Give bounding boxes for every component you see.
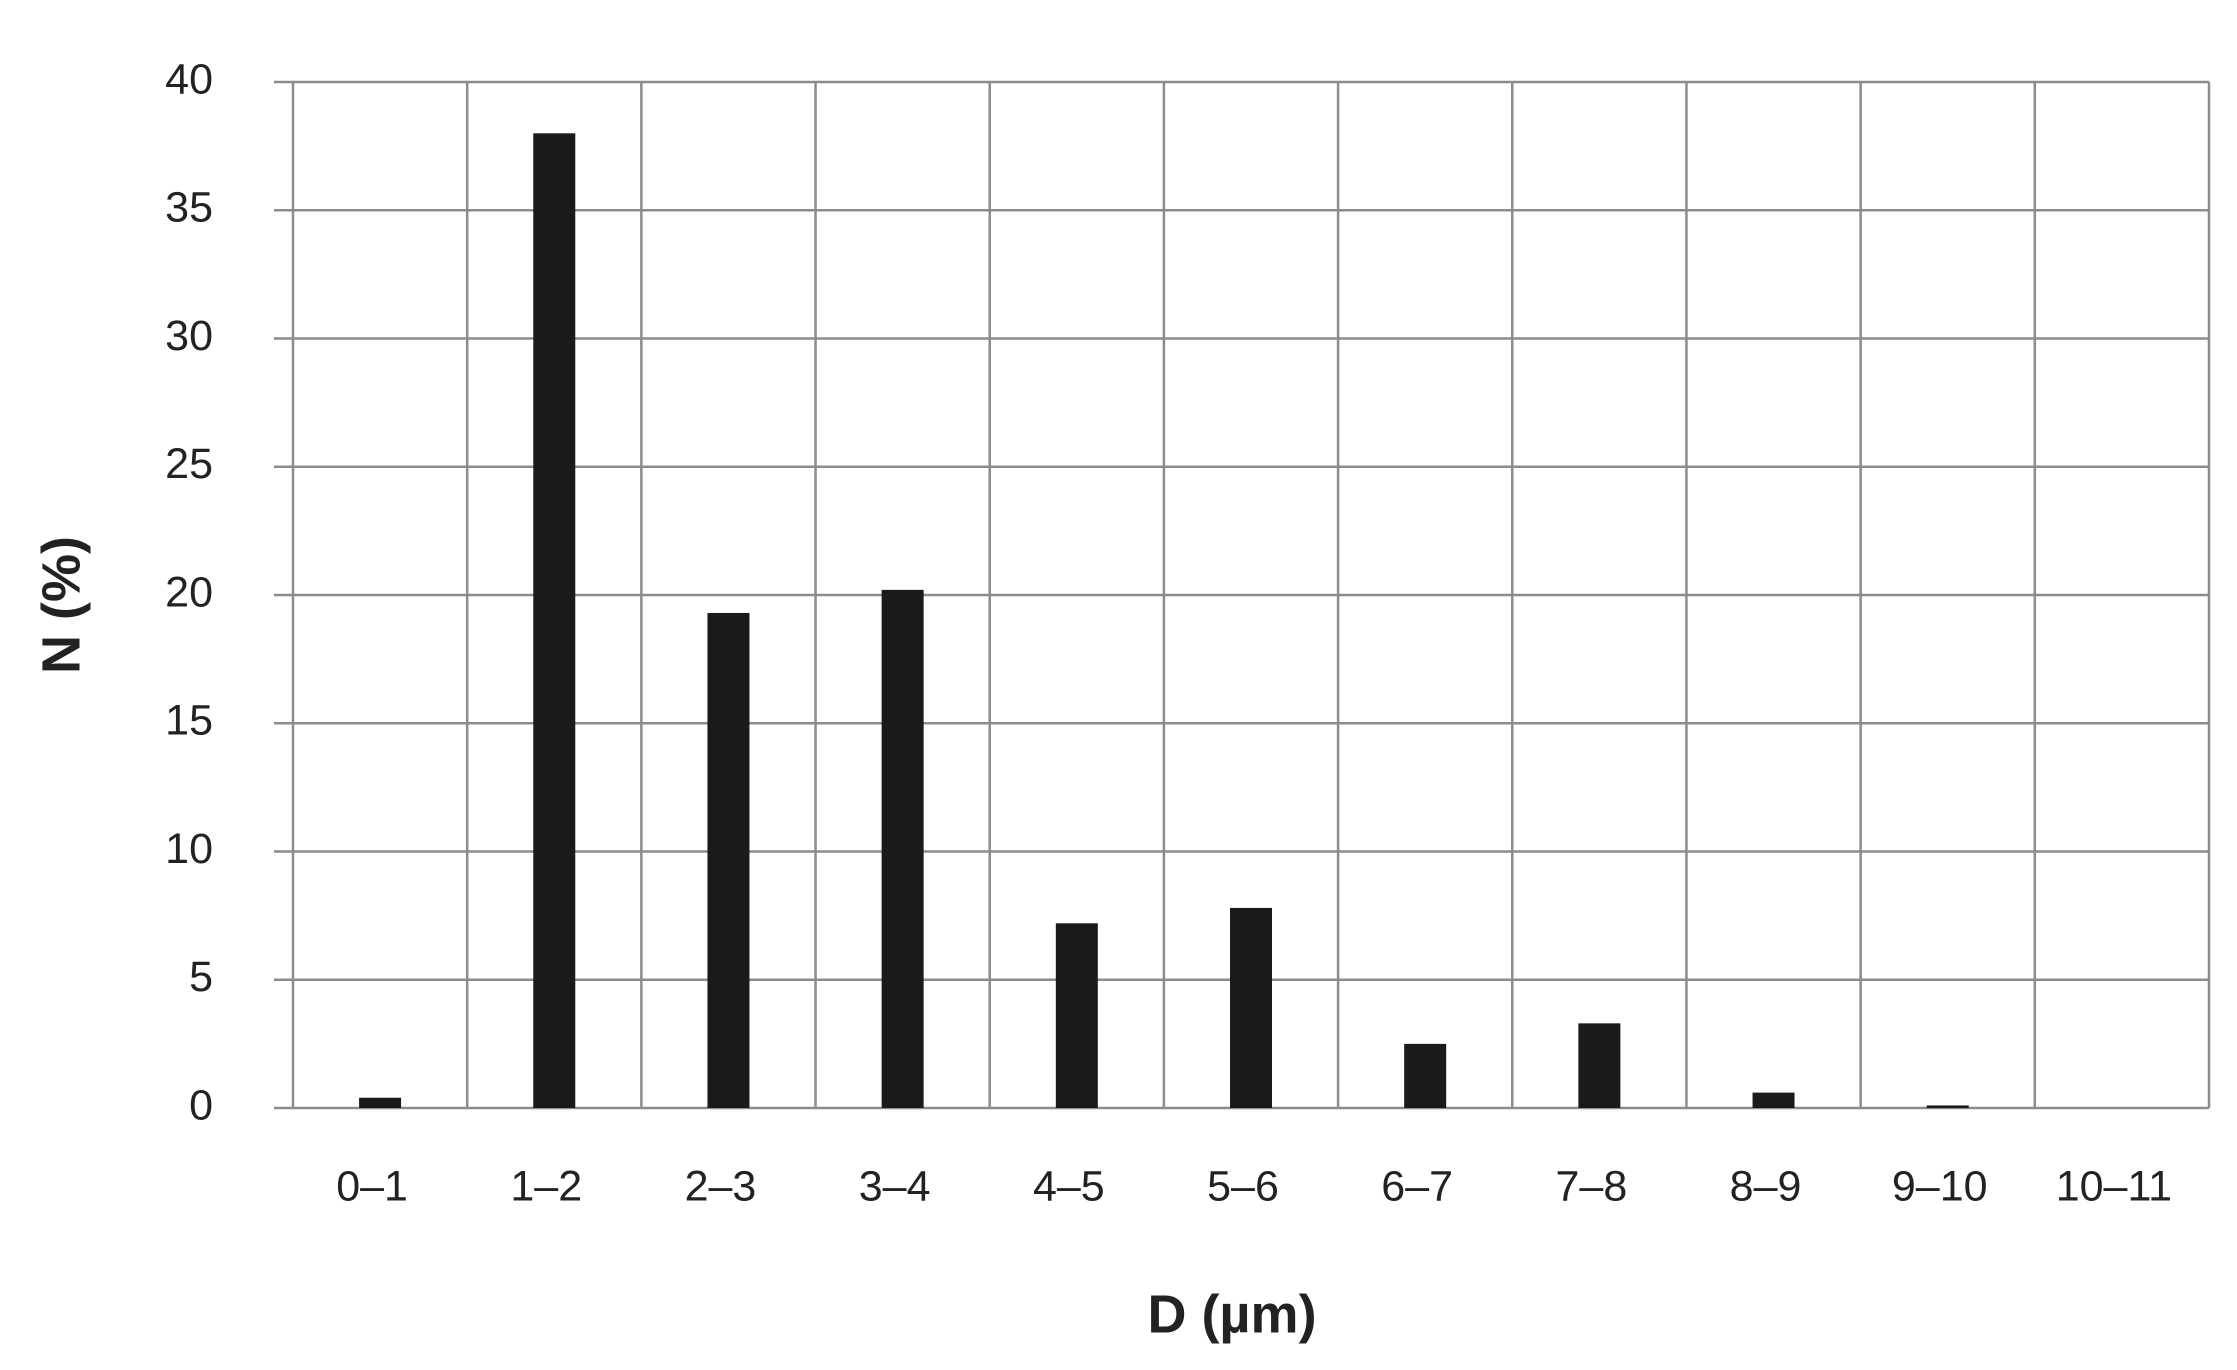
x-tick-label: 1–2 — [510, 1162, 582, 1210]
y-tick-label: 10 — [165, 825, 213, 873]
y-tick-label: 0 — [189, 1081, 213, 1129]
y-tick-label: 30 — [165, 312, 213, 360]
x-tick-label: 7–8 — [1555, 1162, 1627, 1210]
x-tick-label: 4–5 — [1033, 1162, 1105, 1210]
y-tick-label: 15 — [165, 697, 213, 745]
bar — [707, 612, 750, 1108]
x-axis-title: D (µm) — [1147, 1284, 1316, 1344]
x-tick-label: 0–1 — [336, 1162, 408, 1210]
bar — [533, 133, 576, 1109]
x-tick-label: 6–7 — [1381, 1162, 1453, 1210]
bar — [1055, 923, 1098, 1108]
y-tick-label: 35 — [165, 184, 213, 232]
y-tick-label: 20 — [165, 568, 213, 616]
bar — [881, 589, 924, 1108]
bar — [1926, 1105, 1969, 1108]
y-axis-title: N (%) — [31, 536, 91, 674]
bar — [1230, 907, 1272, 1108]
bar — [1752, 1092, 1795, 1108]
x-tick-label: 9–10 — [1892, 1162, 1988, 1210]
y-tick-label: 5 — [189, 953, 213, 1001]
bar — [359, 1097, 402, 1108]
y-tick-label: 25 — [165, 440, 213, 488]
bar — [1578, 1023, 1621, 1108]
x-tick-label: 5–6 — [1207, 1162, 1279, 1210]
y-tick-label: 40 — [165, 55, 213, 103]
x-tick-label: 3–4 — [859, 1162, 931, 1210]
x-tick-label: 10–11 — [2056, 1162, 2172, 1210]
bar — [1404, 1043, 1447, 1108]
x-tick-label: 2–3 — [685, 1162, 757, 1210]
x-tick-label: 8–9 — [1730, 1162, 1802, 1210]
